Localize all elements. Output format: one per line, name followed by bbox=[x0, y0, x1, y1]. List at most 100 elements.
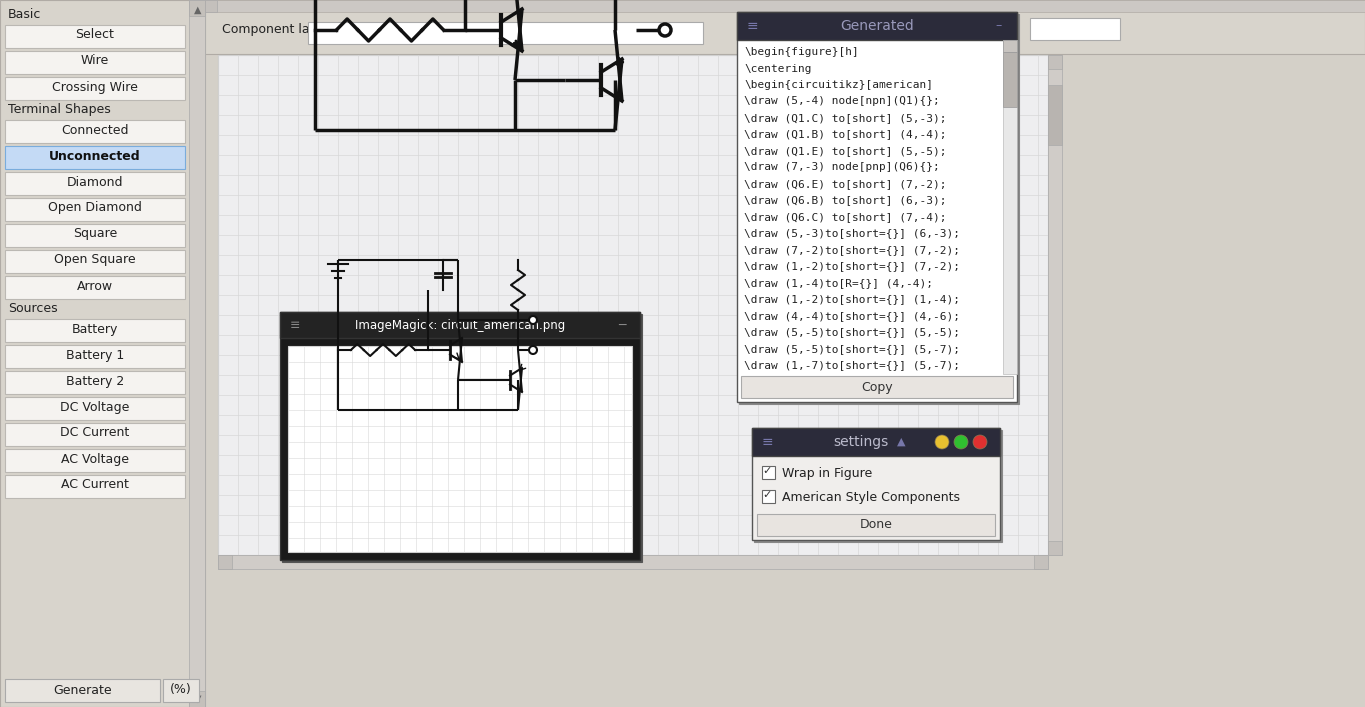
Bar bbox=[218, 55, 1048, 555]
Text: American Style Components: American Style Components bbox=[782, 491, 960, 503]
Bar bbox=[218, 555, 1048, 569]
Bar bbox=[5, 371, 186, 394]
Bar bbox=[1048, 85, 1062, 145]
Text: \draw (1,-4)to[R={}] (4,-4);: \draw (1,-4)to[R={}] (4,-4); bbox=[744, 278, 934, 288]
Text: Select: Select bbox=[75, 28, 115, 42]
Bar bbox=[1035, 555, 1048, 569]
Text: \draw (7,-3) node[pnp](Q6){};: \draw (7,-3) node[pnp](Q6){}; bbox=[744, 163, 939, 173]
Bar bbox=[1031, 18, 1121, 40]
Bar bbox=[188, 691, 205, 707]
Bar bbox=[5, 120, 186, 143]
Circle shape bbox=[659, 24, 672, 36]
Text: Done: Done bbox=[860, 518, 893, 532]
Bar bbox=[205, 0, 217, 12]
Bar bbox=[1048, 55, 1062, 69]
Text: \draw (5,-5)to[short={}] (5,-7);: \draw (5,-5)to[short={}] (5,-7); bbox=[744, 344, 960, 354]
Circle shape bbox=[954, 435, 968, 449]
Text: \draw (5,-5)to[short={}] (5,-5);: \draw (5,-5)to[short={}] (5,-5); bbox=[744, 327, 960, 337]
Text: (%): (%) bbox=[171, 684, 192, 696]
Bar bbox=[283, 314, 642, 562]
Text: DC Voltage: DC Voltage bbox=[60, 400, 130, 414]
Text: \draw (Q6.E) to[short] (7,-2);: \draw (Q6.E) to[short] (7,-2); bbox=[744, 179, 946, 189]
Text: Crossing Wire: Crossing Wire bbox=[52, 81, 138, 93]
Text: \draw (1,-2)to[short={}] (7,-2);: \draw (1,-2)to[short={}] (7,-2); bbox=[744, 262, 960, 271]
Bar bbox=[5, 198, 186, 221]
Circle shape bbox=[935, 435, 949, 449]
Text: \draw (4,-4)to[short={}] (4,-6);: \draw (4,-4)to[short={}] (4,-6); bbox=[744, 311, 960, 321]
Text: Copy: Copy bbox=[861, 380, 893, 394]
Text: ▲: ▲ bbox=[897, 437, 905, 447]
Bar bbox=[280, 312, 640, 338]
Bar bbox=[288, 346, 632, 552]
Bar bbox=[738, 14, 1020, 404]
Bar bbox=[188, 0, 205, 707]
Bar bbox=[5, 449, 186, 472]
Circle shape bbox=[530, 316, 536, 324]
Bar bbox=[5, 397, 186, 420]
Bar bbox=[762, 490, 775, 503]
Bar bbox=[1048, 55, 1062, 555]
Bar bbox=[5, 423, 186, 446]
Text: Battery: Battery bbox=[72, 322, 119, 336]
Text: \draw (Q1.E) to[short] (5,-5);: \draw (Q1.E) to[short] (5,-5); bbox=[744, 146, 946, 156]
Bar bbox=[5, 146, 186, 169]
Bar bbox=[5, 250, 186, 273]
Text: Wrap in Figure: Wrap in Figure bbox=[782, 467, 872, 479]
Text: Generated: Generated bbox=[839, 19, 915, 33]
Bar bbox=[5, 475, 186, 498]
Bar bbox=[5, 77, 186, 100]
Text: Arrow: Arrow bbox=[76, 279, 113, 293]
Text: Generate: Generate bbox=[53, 684, 112, 696]
Text: Sources: Sources bbox=[8, 302, 57, 315]
Bar bbox=[5, 172, 186, 195]
Text: \draw (Q6.B) to[short] (6,-3);: \draw (Q6.B) to[short] (6,-3); bbox=[744, 196, 946, 206]
Text: \draw (Q1.C) to[short] (5,-3);: \draw (Q1.C) to[short] (5,-3); bbox=[744, 113, 946, 123]
Text: Battery 1: Battery 1 bbox=[66, 349, 124, 361]
Bar bbox=[162, 679, 199, 702]
Bar bbox=[753, 430, 1002, 542]
Text: Unconnected: Unconnected bbox=[49, 149, 141, 163]
Text: Basic: Basic bbox=[8, 8, 41, 21]
Bar bbox=[5, 345, 186, 368]
Text: \draw (1,-7)to[short={}] (5,-7);: \draw (1,-7)to[short={}] (5,-7); bbox=[744, 361, 960, 370]
Text: AC Current: AC Current bbox=[61, 479, 128, 491]
Bar bbox=[0, 0, 205, 707]
Circle shape bbox=[530, 346, 536, 354]
Bar bbox=[1048, 541, 1062, 555]
Bar bbox=[1003, 52, 1017, 107]
Text: settings: settings bbox=[834, 435, 889, 449]
Bar bbox=[5, 679, 160, 702]
Text: \draw (Q6.C) to[short] (7,-4);: \draw (Q6.C) to[short] (7,-4); bbox=[744, 212, 946, 222]
Text: Square: Square bbox=[72, 228, 117, 240]
Circle shape bbox=[973, 435, 987, 449]
Text: ✓: ✓ bbox=[762, 490, 771, 500]
Text: \begin{figure}[h]: \begin{figure}[h] bbox=[744, 47, 859, 57]
Bar bbox=[5, 319, 186, 342]
Bar bbox=[5, 51, 186, 74]
Text: Open Square: Open Square bbox=[55, 254, 135, 267]
Text: ≡: ≡ bbox=[289, 318, 300, 332]
Bar bbox=[737, 12, 1017, 402]
Text: Open Diamond: Open Diamond bbox=[48, 201, 142, 214]
Text: Wire: Wire bbox=[81, 54, 109, 67]
Text: Component label: Component label bbox=[222, 23, 329, 37]
Text: ImageMagick: circuit_american.png: ImageMagick: circuit_american.png bbox=[355, 318, 565, 332]
Bar bbox=[762, 466, 775, 479]
Text: Terminal Shapes: Terminal Shapes bbox=[8, 103, 111, 116]
Text: ▼: ▼ bbox=[194, 694, 202, 704]
Bar bbox=[758, 514, 995, 536]
Text: –: – bbox=[996, 20, 1002, 33]
Text: \draw (5,-3)to[short={}] (6,-3);: \draw (5,-3)to[short={}] (6,-3); bbox=[744, 228, 960, 238]
Bar bbox=[5, 224, 186, 247]
Text: Connected: Connected bbox=[61, 124, 128, 136]
Text: ≡: ≡ bbox=[747, 19, 759, 33]
Bar bbox=[5, 25, 186, 48]
Text: Battery 2: Battery 2 bbox=[66, 375, 124, 387]
Bar bbox=[741, 376, 1013, 398]
Bar bbox=[752, 428, 1001, 456]
Text: \draw (1,-2)to[short={}] (1,-4);: \draw (1,-2)to[short={}] (1,-4); bbox=[744, 295, 960, 305]
Bar bbox=[1003, 40, 1017, 52]
Bar bbox=[205, 0, 1365, 54]
Bar bbox=[737, 12, 1017, 40]
Text: \draw (5,-4) node[npn](Q1){};: \draw (5,-4) node[npn](Q1){}; bbox=[744, 96, 939, 107]
